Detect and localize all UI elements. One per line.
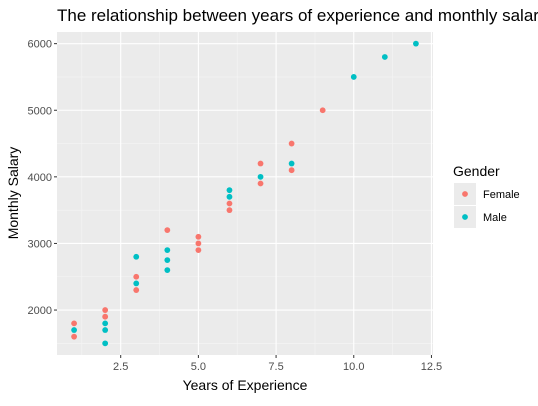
point-female xyxy=(195,240,202,247)
point-male xyxy=(133,253,140,260)
point-female xyxy=(71,320,77,327)
legend: Gender Female Male xyxy=(453,163,520,228)
y-tick-label: 5000 xyxy=(28,105,52,117)
x-tick-label: 12.5 xyxy=(421,361,442,373)
y-axis: 2000 3000 4000 5000 6000 xyxy=(28,39,57,317)
x-tick-label: 2.5 xyxy=(113,361,128,373)
y-tick-label: 3000 xyxy=(28,238,52,250)
point-female xyxy=(133,287,140,293)
point-male xyxy=(350,74,357,80)
data-points xyxy=(71,40,419,347)
x-axis-title: Years of Experience xyxy=(183,377,308,393)
point-male xyxy=(381,54,388,60)
legend-label-female: Female xyxy=(483,189,520,201)
point-male xyxy=(102,327,109,333)
point-male xyxy=(133,280,140,287)
point-female xyxy=(195,233,202,240)
point-male xyxy=(102,320,109,327)
point-male xyxy=(226,193,233,200)
major-gridlines xyxy=(57,32,433,355)
chart-title: The relationship between years of experi… xyxy=(57,6,538,25)
y-tick-label: 2000 xyxy=(28,305,52,317)
point-female xyxy=(288,140,295,147)
point-female xyxy=(257,160,264,167)
point-male xyxy=(257,173,264,180)
point-female xyxy=(195,247,202,254)
point-male xyxy=(71,327,77,333)
point-female xyxy=(288,167,295,174)
point-female xyxy=(226,200,233,207)
legend-marker-female xyxy=(462,191,468,197)
point-male xyxy=(164,267,171,273)
legend-title: Gender xyxy=(453,163,500,179)
point-female xyxy=(102,307,109,313)
point-female xyxy=(319,107,326,114)
point-female xyxy=(164,227,171,234)
point-male xyxy=(102,340,109,347)
x-tick-label: 7.5 xyxy=(268,361,283,373)
y-tick-label: 6000 xyxy=(28,39,52,51)
legend-marker-male xyxy=(462,214,468,220)
y-tick-label: 4000 xyxy=(28,172,52,184)
point-male xyxy=(226,187,233,194)
point-female xyxy=(257,180,264,187)
point-male xyxy=(288,160,295,167)
x-axis: 2.5 5.0 7.5 10.0 12.5 xyxy=(113,355,442,373)
point-female xyxy=(226,207,233,214)
point-male xyxy=(164,247,171,254)
point-female xyxy=(102,313,109,320)
y-axis-title: Monthly Salary xyxy=(5,147,21,240)
legend-label-male: Male xyxy=(483,212,507,224)
minor-gridlines xyxy=(57,32,433,355)
x-tick-label: 10.0 xyxy=(343,361,364,373)
point-female xyxy=(133,273,140,280)
x-tick-label: 5.0 xyxy=(191,361,206,373)
plot-panel xyxy=(57,32,433,355)
point-male xyxy=(164,257,171,263)
point-female xyxy=(71,333,77,340)
point-male xyxy=(413,40,419,47)
